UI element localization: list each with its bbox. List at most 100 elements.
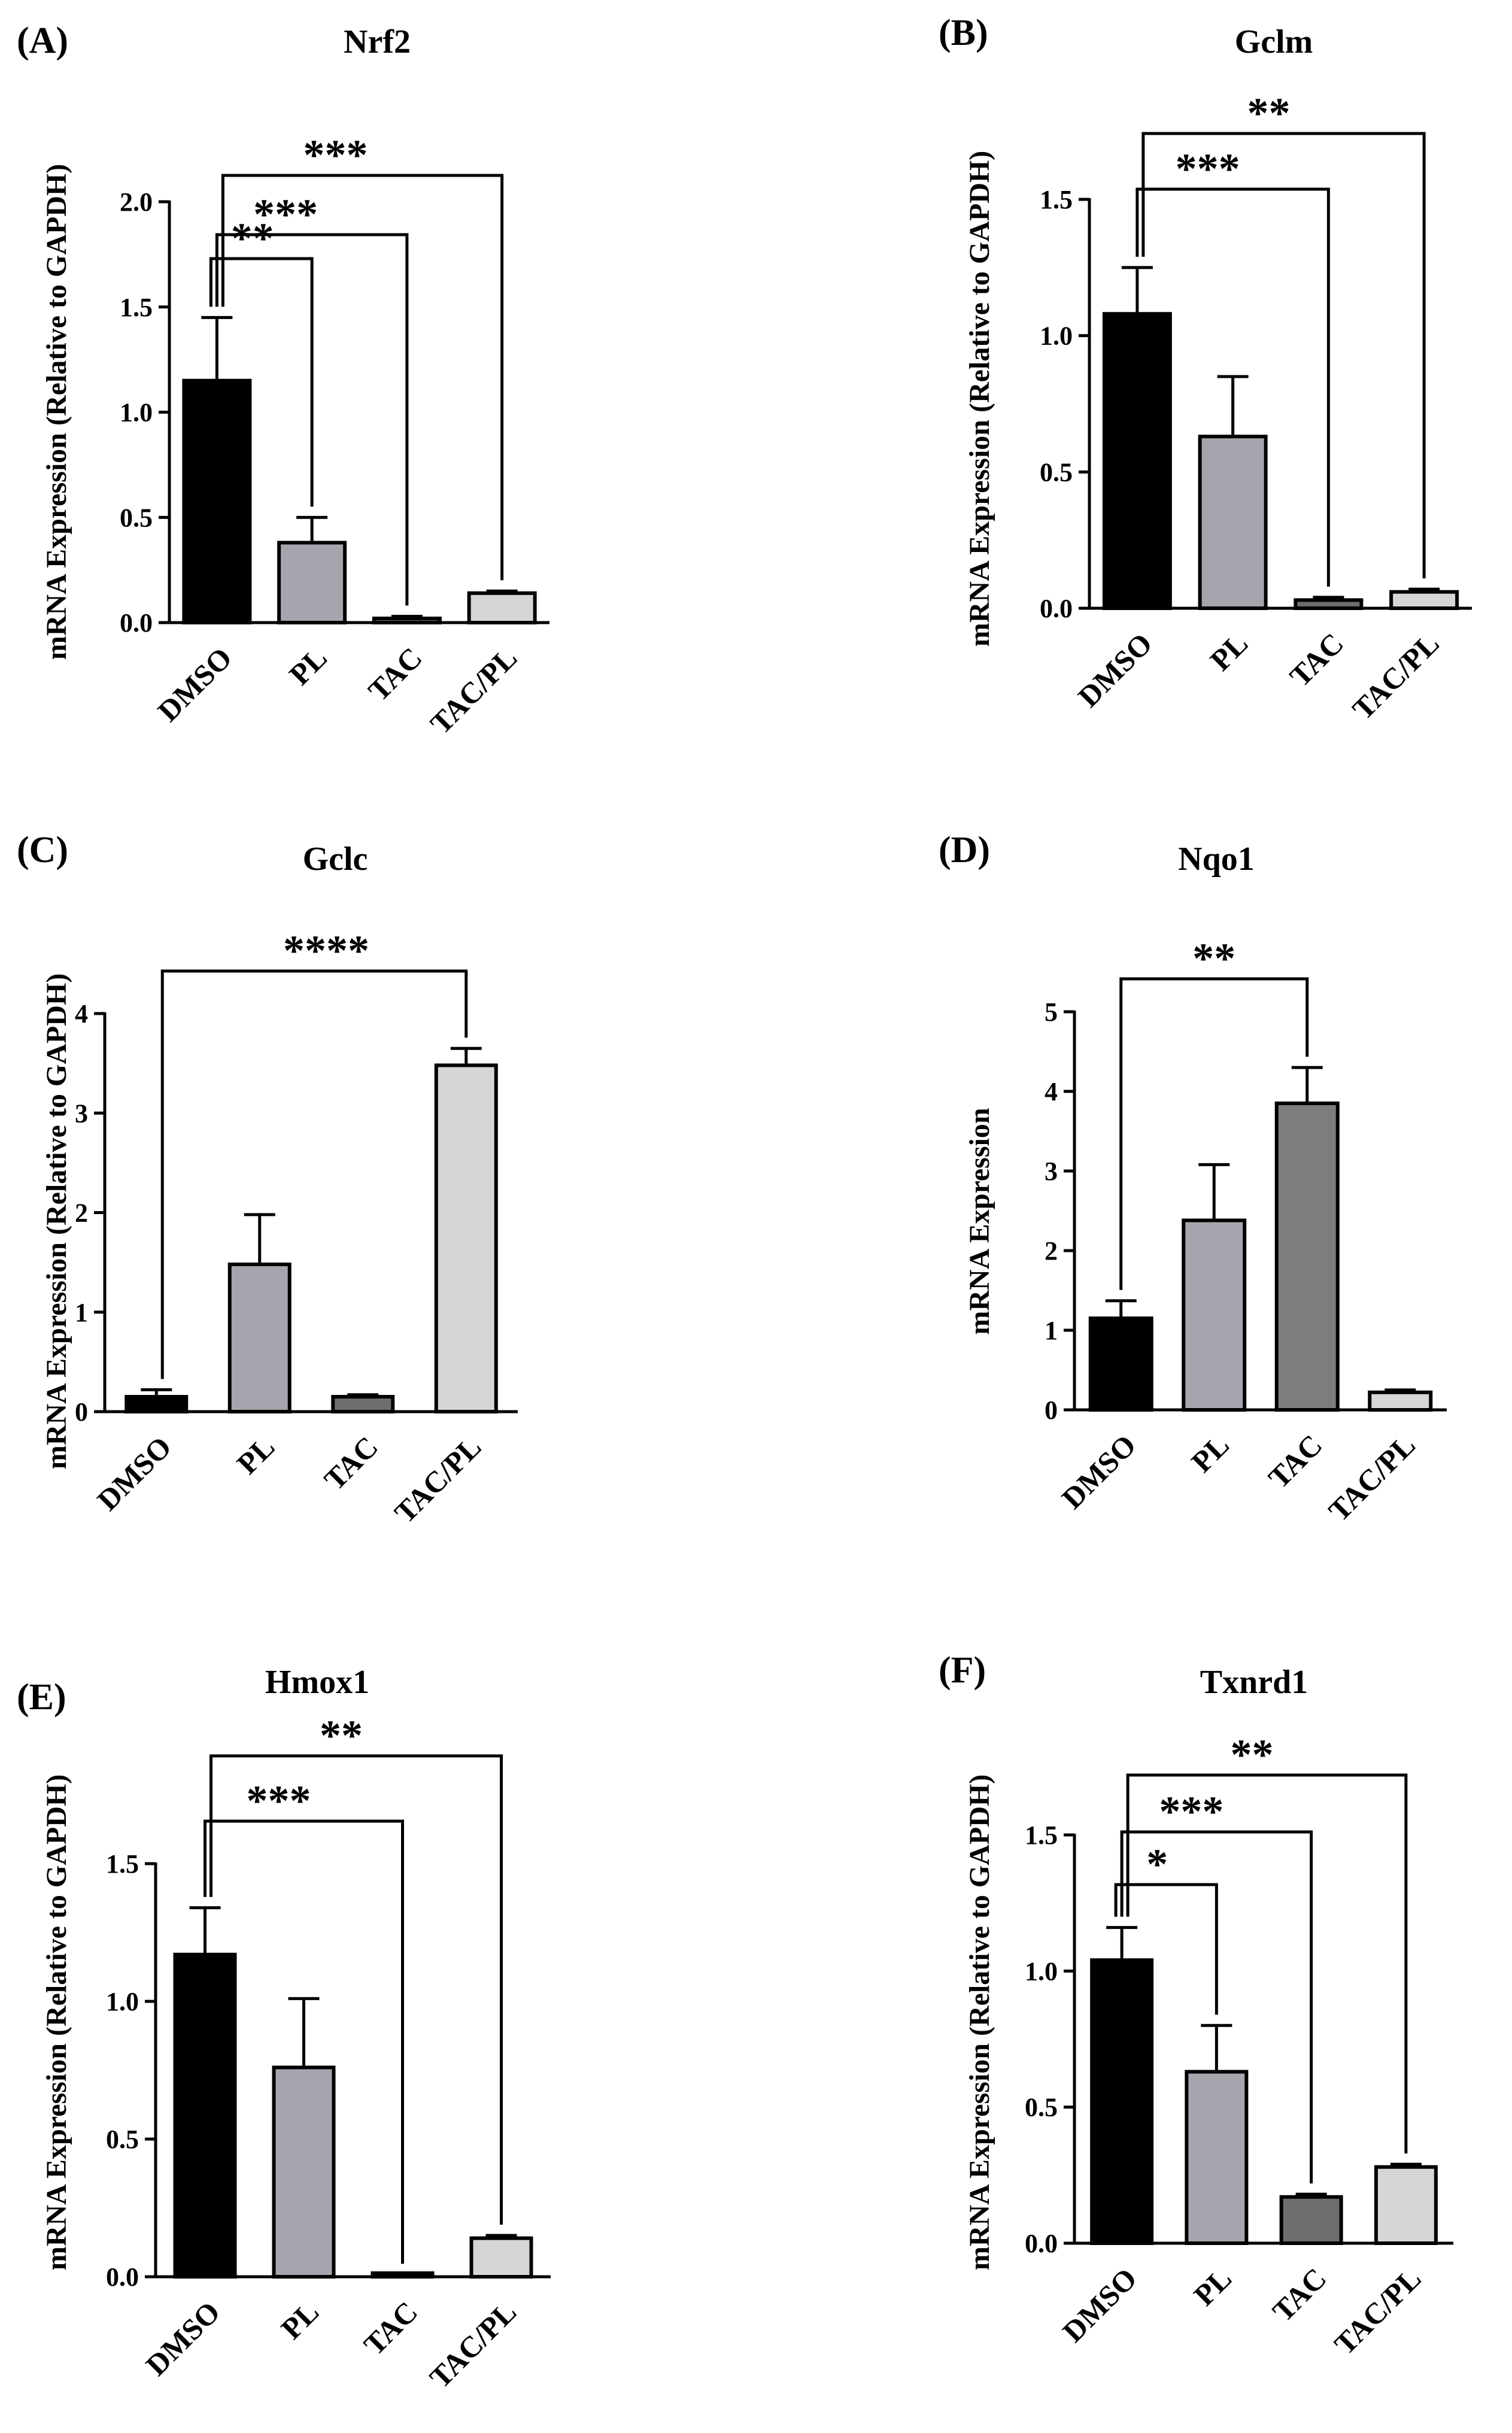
chart-panel-a: (A) Nrf2 mRNA Expression (Relative to GAPD… xyxy=(17,20,549,741)
bar-pl xyxy=(227,1262,292,1413)
bar-dmso xyxy=(1090,1958,1154,2246)
y-tick-label: 0.0 xyxy=(1025,2229,1058,2258)
y-tick-label: 1 xyxy=(1045,1316,1058,1345)
x-tick-label: TAC/PL xyxy=(388,1430,488,1530)
x-tick-label: TAC/PL xyxy=(1346,626,1446,726)
significance-label: *** xyxy=(303,131,368,179)
bar-dmso xyxy=(125,1395,189,1413)
bar-pl xyxy=(272,2065,336,2279)
y-axis-label: mRNA Expression (Relative to GAPDH) xyxy=(41,973,72,1469)
y-tick-label: 1.5 xyxy=(1040,185,1073,214)
significance-bracket xyxy=(1126,1773,1408,2154)
significance-bracket xyxy=(160,969,468,1379)
x-tick-label: DMSO xyxy=(90,1430,178,1517)
significance-bracket xyxy=(215,233,409,606)
x-tick-label: PL xyxy=(274,2295,325,2346)
y-tick-label: 0.5 xyxy=(1025,2093,1058,2122)
y-tick-label: 1 xyxy=(75,1298,88,1327)
x-tick-label: TAC xyxy=(1266,2261,1333,2328)
significance-label: ** xyxy=(320,1712,363,1759)
significance-label: ** xyxy=(1192,935,1235,982)
x-tick-label: DMSO xyxy=(151,641,238,728)
y-tick-label: 0 xyxy=(1045,1396,1058,1425)
x-tick-label: DMSO xyxy=(1071,626,1159,714)
panel-label: (E) xyxy=(17,1677,66,1718)
x-tick-label: PL xyxy=(230,1430,281,1481)
chart-title: Txnrd1 xyxy=(1200,1664,1308,1701)
significance-label: **** xyxy=(283,927,369,975)
panel-label: (B) xyxy=(939,13,988,53)
bar-dmso xyxy=(1102,312,1172,610)
x-tick-label: TAC xyxy=(1283,626,1350,693)
significance-label: ** xyxy=(1247,89,1291,137)
y-tick-label: 0.0 xyxy=(120,608,153,638)
significance-bracket xyxy=(1135,187,1330,587)
y-tick-label: 3 xyxy=(1045,1157,1058,1186)
panel-label: (D) xyxy=(939,830,990,870)
x-tick-label: PL xyxy=(1187,2261,1238,2312)
x-tick-label: DMSO xyxy=(1055,1428,1143,1515)
y-tick-label: 1.0 xyxy=(120,398,153,427)
y-tick-label: 0.0 xyxy=(1040,594,1073,623)
y-tick-label: 2 xyxy=(1045,1236,1058,1266)
bar-pl xyxy=(1182,1218,1247,1412)
y-tick-label: 4 xyxy=(1045,1077,1058,1106)
y-tick-label: 1.5 xyxy=(1025,1821,1058,1850)
panel-label: (A) xyxy=(17,20,68,61)
bar-dmso xyxy=(173,1952,237,2279)
y-tick-label: 1.5 xyxy=(120,293,153,322)
significance-label: ** xyxy=(231,214,274,262)
significance-label: ** xyxy=(1231,1731,1274,1779)
bar-tac-pl xyxy=(1374,2165,1438,2246)
y-tick-label: 0.5 xyxy=(120,503,153,532)
bar-tac-pl xyxy=(469,2236,533,2279)
x-tick-label: TAC/PL xyxy=(1322,1428,1422,1528)
y-tick-label: 0.5 xyxy=(106,2125,139,2154)
chart-panel-d: (D) Nqo1 mRNA Expression 0 1 2 3 4 5 DMSO PL TACTAC… xyxy=(939,830,1447,1528)
significance-bracket xyxy=(221,174,504,581)
panel-label: (C) xyxy=(17,830,68,870)
bar-tac xyxy=(1294,598,1364,611)
significance-label: *** xyxy=(247,1777,311,1825)
significance-label: *** xyxy=(1176,145,1240,193)
chart-panel-f: (F) Txnrd1 mRNA Expression (Relative to GA… xyxy=(939,1650,1453,2361)
chart-title: Nqo1 xyxy=(1178,841,1255,878)
bar-tac xyxy=(1274,1101,1340,1412)
significance-bracket xyxy=(1119,977,1309,1290)
chart-title: Gclc xyxy=(303,841,368,878)
x-tick-label: TAC xyxy=(1262,1428,1329,1495)
chart-panel-c: (C) Gclc mRNA Expression (Relative to GAPD… xyxy=(17,830,518,1530)
chart-panel-b: (B) Gclm mRNA Expression (Relative to GAPD… xyxy=(939,13,1472,726)
y-tick-label: 2 xyxy=(75,1199,88,1228)
y-tick-label: 5 xyxy=(1045,997,1058,1027)
y-tick-label: 3 xyxy=(75,1099,88,1128)
bar-tac xyxy=(331,1395,395,1413)
x-tick-label: PL xyxy=(1204,626,1255,677)
bar-tac-pl xyxy=(467,591,537,624)
y-axis-label: mRNA Expression (Relative to GAPDH) xyxy=(41,1774,72,2270)
significance-label: * xyxy=(1146,1840,1168,1888)
chart-title: Nrf2 xyxy=(344,23,411,60)
chart-title: Hmox1 xyxy=(265,1664,369,1701)
x-tick-label: DMSO xyxy=(139,2295,227,2382)
chart-title: Gclm xyxy=(1235,23,1313,60)
x-tick-label: DMSO xyxy=(1056,2261,1143,2349)
bar-tac xyxy=(372,616,442,624)
y-tick-label: 1.0 xyxy=(106,1987,139,2016)
y-tick-label: 0 xyxy=(75,1397,88,1427)
y-tick-label: 1.0 xyxy=(1040,321,1073,351)
x-tick-label: PL xyxy=(1185,1428,1235,1479)
x-tick-label: TAC/PL xyxy=(1328,2261,1428,2361)
x-tick-label: PL xyxy=(283,641,333,691)
y-tick-label: 0.5 xyxy=(1040,457,1073,487)
y-tick-label: 1.5 xyxy=(106,1849,139,1879)
y-axis-label: mRNA Expression (Relative to GAPDH) xyxy=(964,151,995,647)
significance-bracket xyxy=(1141,132,1426,579)
bar-tac-pl xyxy=(1368,1390,1433,1412)
chart-panel-e: (E) Hmox1 mRNA Expression (Relative to GAP… xyxy=(17,1664,551,2395)
panel-label: (F) xyxy=(939,1650,986,1691)
x-tick-label: TAC/PL xyxy=(423,2295,523,2395)
y-axis-label: mRNA Expression (Relative to GAPDH) xyxy=(964,1774,995,2270)
bar-pl xyxy=(277,541,347,624)
